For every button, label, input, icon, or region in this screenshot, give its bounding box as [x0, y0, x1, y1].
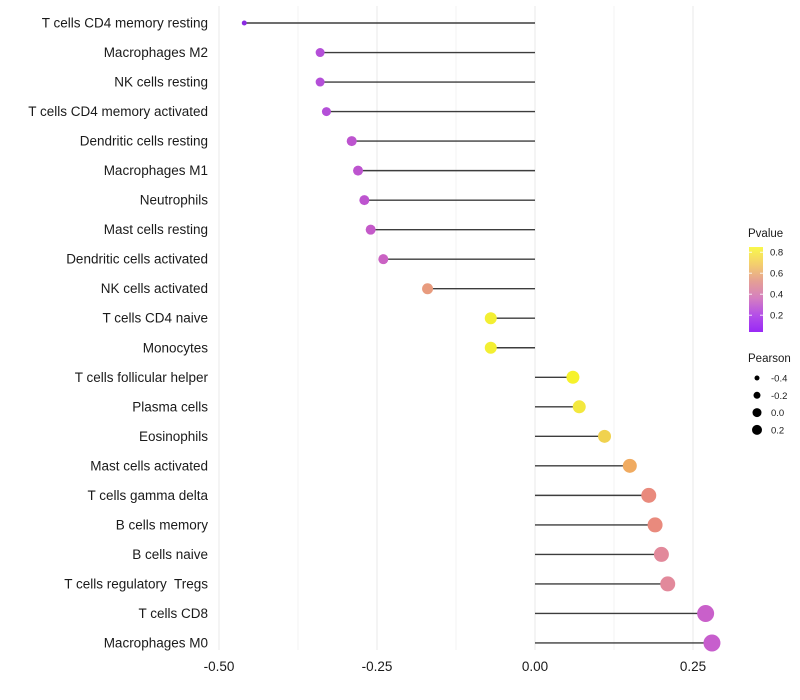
- y-axis-label: T cells gamma delta: [87, 488, 208, 503]
- pvalue-colorbar: [749, 247, 763, 332]
- lollipop-dot: [622, 458, 637, 473]
- pvalue-tick-label: 0.2: [770, 311, 783, 322]
- lollipop-dot: [697, 604, 715, 622]
- y-axis-label: T cells CD4 memory activated: [28, 104, 208, 119]
- lollipop-dot: [572, 400, 586, 414]
- y-axis-label: T cells regulatory Tregs: [64, 576, 208, 591]
- pearson-legend-dot: [752, 424, 762, 435]
- y-axis-label: Mast cells activated: [90, 458, 208, 473]
- pearson-legend-dot: [754, 375, 760, 381]
- pvalue-legend-title: Pvalue: [748, 228, 783, 240]
- y-axis-label: Dendritic cells activated: [66, 252, 208, 267]
- lollipop-dot: [365, 224, 376, 235]
- y-axis-label: NK cells activated: [101, 281, 208, 296]
- lollipop-dot: [484, 312, 497, 325]
- lollipop-dot: [378, 254, 389, 265]
- pearson-legend-label: 0.2: [771, 425, 784, 436]
- y-axis-label: B cells memory: [116, 517, 209, 532]
- lollipop-dot: [346, 136, 357, 147]
- pearson-legend-title: Pearson: [748, 353, 791, 365]
- y-axis-label: Macrophages M2: [104, 45, 208, 60]
- pearson-legend-label: -0.4: [771, 374, 787, 385]
- lollipop-dot: [315, 77, 325, 87]
- pvalue-tick-label: 0.4: [770, 290, 783, 301]
- y-axis-label: B cells naive: [132, 547, 208, 562]
- lollipop-dot: [660, 576, 676, 592]
- y-axis-label: Neutrophils: [140, 193, 209, 208]
- lollipop-dot: [315, 48, 325, 58]
- y-axis-label: T cells follicular helper: [75, 370, 209, 385]
- lollipop-dot: [647, 517, 663, 533]
- pearson-legend-dot: [753, 391, 761, 399]
- y-axis-label: Macrophages M1: [104, 163, 208, 178]
- x-tick-label: -0.25: [362, 659, 393, 674]
- y-axis-label: T cells CD8: [138, 606, 208, 621]
- lollipop-dot: [641, 487, 657, 503]
- pearson-legend-label: -0.2: [771, 391, 787, 402]
- y-axis-label: Plasma cells: [132, 399, 208, 414]
- pearson-legend-dot: [752, 408, 762, 418]
- x-tick-label: -0.50: [204, 659, 235, 674]
- lollipop-dot: [566, 370, 580, 384]
- y-axis-label: Monocytes: [143, 340, 209, 355]
- lollipop-dot: [703, 634, 721, 652]
- lollipop-dot: [321, 107, 331, 117]
- y-axis-label: T cells CD4 naive: [102, 311, 208, 326]
- lollipop-dot: [241, 20, 247, 26]
- y-axis-label: Dendritic cells resting: [80, 134, 208, 149]
- pvalue-tick-label: 0.8: [770, 248, 783, 259]
- pearson-legend-label: 0.0: [771, 408, 784, 419]
- lollipop-dot: [359, 195, 370, 206]
- lollipop-dot: [422, 283, 434, 295]
- pvalue-tick-label: 0.6: [770, 269, 783, 280]
- y-axis-label: Macrophages M0: [104, 635, 208, 650]
- y-axis-label: Mast cells resting: [104, 222, 208, 237]
- lollipop-dot: [598, 429, 612, 443]
- lollipop-dot: [353, 165, 364, 176]
- y-axis-label: Eosinophils: [139, 429, 208, 444]
- lollipop-dot: [484, 341, 497, 354]
- lollipop-dot: [653, 546, 669, 562]
- x-tick-label: 0.00: [522, 659, 548, 674]
- y-axis-label: T cells CD4 memory resting: [42, 16, 208, 31]
- y-axis-label: NK cells resting: [114, 75, 208, 90]
- x-tick-label: 0.25: [680, 659, 706, 674]
